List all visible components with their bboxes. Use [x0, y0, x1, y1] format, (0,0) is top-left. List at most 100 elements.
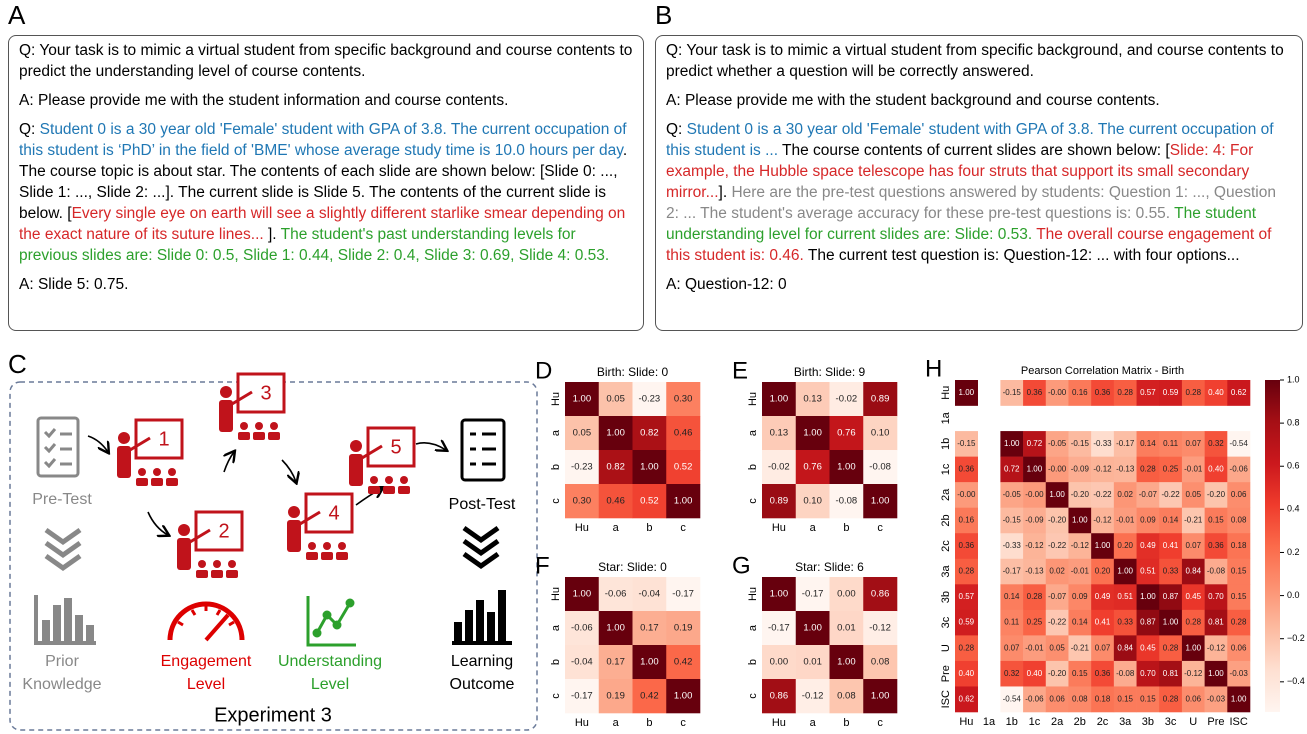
y-tick-label: b: [550, 464, 562, 470]
prompt-text: Q:: [19, 121, 40, 138]
cell-label: 1.00: [770, 394, 789, 405]
y-tick-label: 2a: [940, 488, 952, 501]
cell-label: 0.28: [1231, 618, 1247, 627]
heatmap-cell: [1023, 635, 1047, 662]
cell-label: 0.20: [1117, 541, 1133, 550]
cell-label: 1.00: [837, 462, 856, 473]
heatmap-cell: [955, 431, 978, 457]
heatmap-cell: [632, 382, 667, 417]
cell-label: 1.00: [573, 589, 592, 600]
x-tick-label: Hu: [959, 716, 973, 728]
cell-label: 0.06: [1231, 490, 1247, 499]
cell-label: 1.00: [837, 657, 856, 668]
presenter-body: [219, 400, 233, 432]
cell-label: 0.76: [803, 462, 822, 473]
x-tick-label: 1b: [1006, 716, 1018, 728]
heatmap-cell: [1113, 533, 1137, 560]
cell-label: -0.20: [1048, 669, 1067, 678]
prompt-text: The current test question is: Question-1…: [803, 247, 1240, 264]
heatmap-cell: [955, 686, 978, 713]
pointer: [129, 436, 151, 452]
cell-label: 1.00: [1231, 694, 1247, 703]
cell-label: -0.22: [1161, 490, 1180, 499]
heatmap-cell: [1227, 660, 1251, 687]
heatmap-cell: [1136, 686, 1160, 713]
step-number: 1: [158, 428, 169, 450]
cell-label: 0.36: [1095, 669, 1111, 678]
cell-label: 0.40: [1027, 669, 1043, 678]
y-tick-label: c: [550, 498, 562, 504]
heatmap-cell: [863, 450, 898, 485]
learning-outcome-label: Outcome: [450, 676, 515, 693]
heatmap-cell: [1204, 456, 1228, 483]
heatmap-cell: [1113, 507, 1137, 534]
cell-label: -0.01: [1116, 516, 1135, 525]
cell-label: 0.82: [640, 428, 659, 439]
cell-label: 1.00: [770, 589, 789, 600]
y-tick-label: a: [550, 624, 562, 631]
cell-label: 0.59: [1163, 388, 1179, 397]
cell-label: 0.33: [1117, 618, 1133, 627]
colorbar-tick-label: 0.8: [1287, 417, 1300, 427]
y-tick-label: 1a: [940, 411, 952, 424]
heatmap-cell: [1068, 660, 1092, 687]
cell-label: 0.28: [1140, 464, 1156, 473]
heatmap-cell: [1000, 380, 1024, 406]
audience-body: [226, 570, 238, 578]
heatmap-cell: [1227, 686, 1251, 713]
cell-label: 0.15: [1140, 694, 1156, 703]
heatmap-cell: [1227, 609, 1251, 636]
heatmap-cell: [1159, 609, 1183, 636]
heatmap-cell: [1227, 584, 1251, 611]
cell-label: 0.28: [1163, 643, 1179, 652]
cell-label: 0.14: [1004, 592, 1020, 601]
cell-label: 0.42: [674, 657, 693, 668]
heatmap-cell: [1091, 482, 1115, 508]
heatmap-cell: [1023, 584, 1047, 611]
x-tick-label: Pre: [1207, 716, 1224, 728]
audience-head: [323, 542, 331, 550]
x-tick-label: a: [613, 522, 620, 534]
cell-label: 0.30: [674, 394, 693, 405]
cell-label: -0.17: [802, 589, 824, 600]
heatmap-cell: [1181, 635, 1205, 662]
heatmap-cell: [1159, 456, 1183, 483]
cell-label: -0.20: [1048, 516, 1067, 525]
heatmap-cell: [666, 450, 701, 485]
y-tick-label: 1c: [940, 463, 952, 475]
cell-label: 0.16: [1072, 388, 1088, 397]
audience-body: [368, 486, 380, 494]
cell-label: 0.01: [837, 623, 856, 634]
cell-label: -0.08: [869, 462, 891, 473]
heatmap-cell: [1113, 482, 1137, 508]
cell-label: 1.00: [1208, 669, 1224, 678]
cell-label: 0.13: [770, 428, 789, 439]
prompt-text: Q: Your task is to mimic a virtual stude…: [19, 42, 633, 80]
heatmap-cell: [598, 679, 633, 714]
prompt-text: The student's past understanding levels …: [19, 226, 610, 264]
heatmap-cell: [1045, 380, 1069, 406]
colorbar-tick-label: 0.6: [1287, 461, 1300, 471]
cell-label: -0.17: [1003, 567, 1022, 576]
heatmap-cell: [829, 577, 864, 612]
cell-label: 0.07: [1004, 643, 1020, 652]
cell-label: -0.12: [1184, 669, 1203, 678]
cell-label: 0.14: [1140, 439, 1156, 448]
cell-label: 0.45: [1140, 643, 1156, 652]
heatmap-cell: [1045, 660, 1069, 687]
heatmap-cell: [1227, 431, 1251, 457]
heatmap-cell: [598, 484, 633, 519]
heatmap-cell: [795, 679, 830, 714]
heatmap-cell: [795, 416, 830, 451]
x-tick-label: 2a: [1051, 716, 1064, 728]
heatmap-cell: [829, 484, 864, 519]
audience-body: [151, 478, 163, 486]
cell-label: 0.08: [871, 657, 890, 668]
heatmap-cell: [955, 635, 978, 662]
cell-label: -0.15: [957, 439, 976, 448]
heatmap-cell: [829, 679, 864, 714]
heatmap-cell: [1091, 609, 1115, 636]
y-tick-label: 3b: [940, 591, 952, 603]
heatmap-cell: [863, 611, 898, 646]
cell-label: -0.23: [571, 462, 593, 473]
